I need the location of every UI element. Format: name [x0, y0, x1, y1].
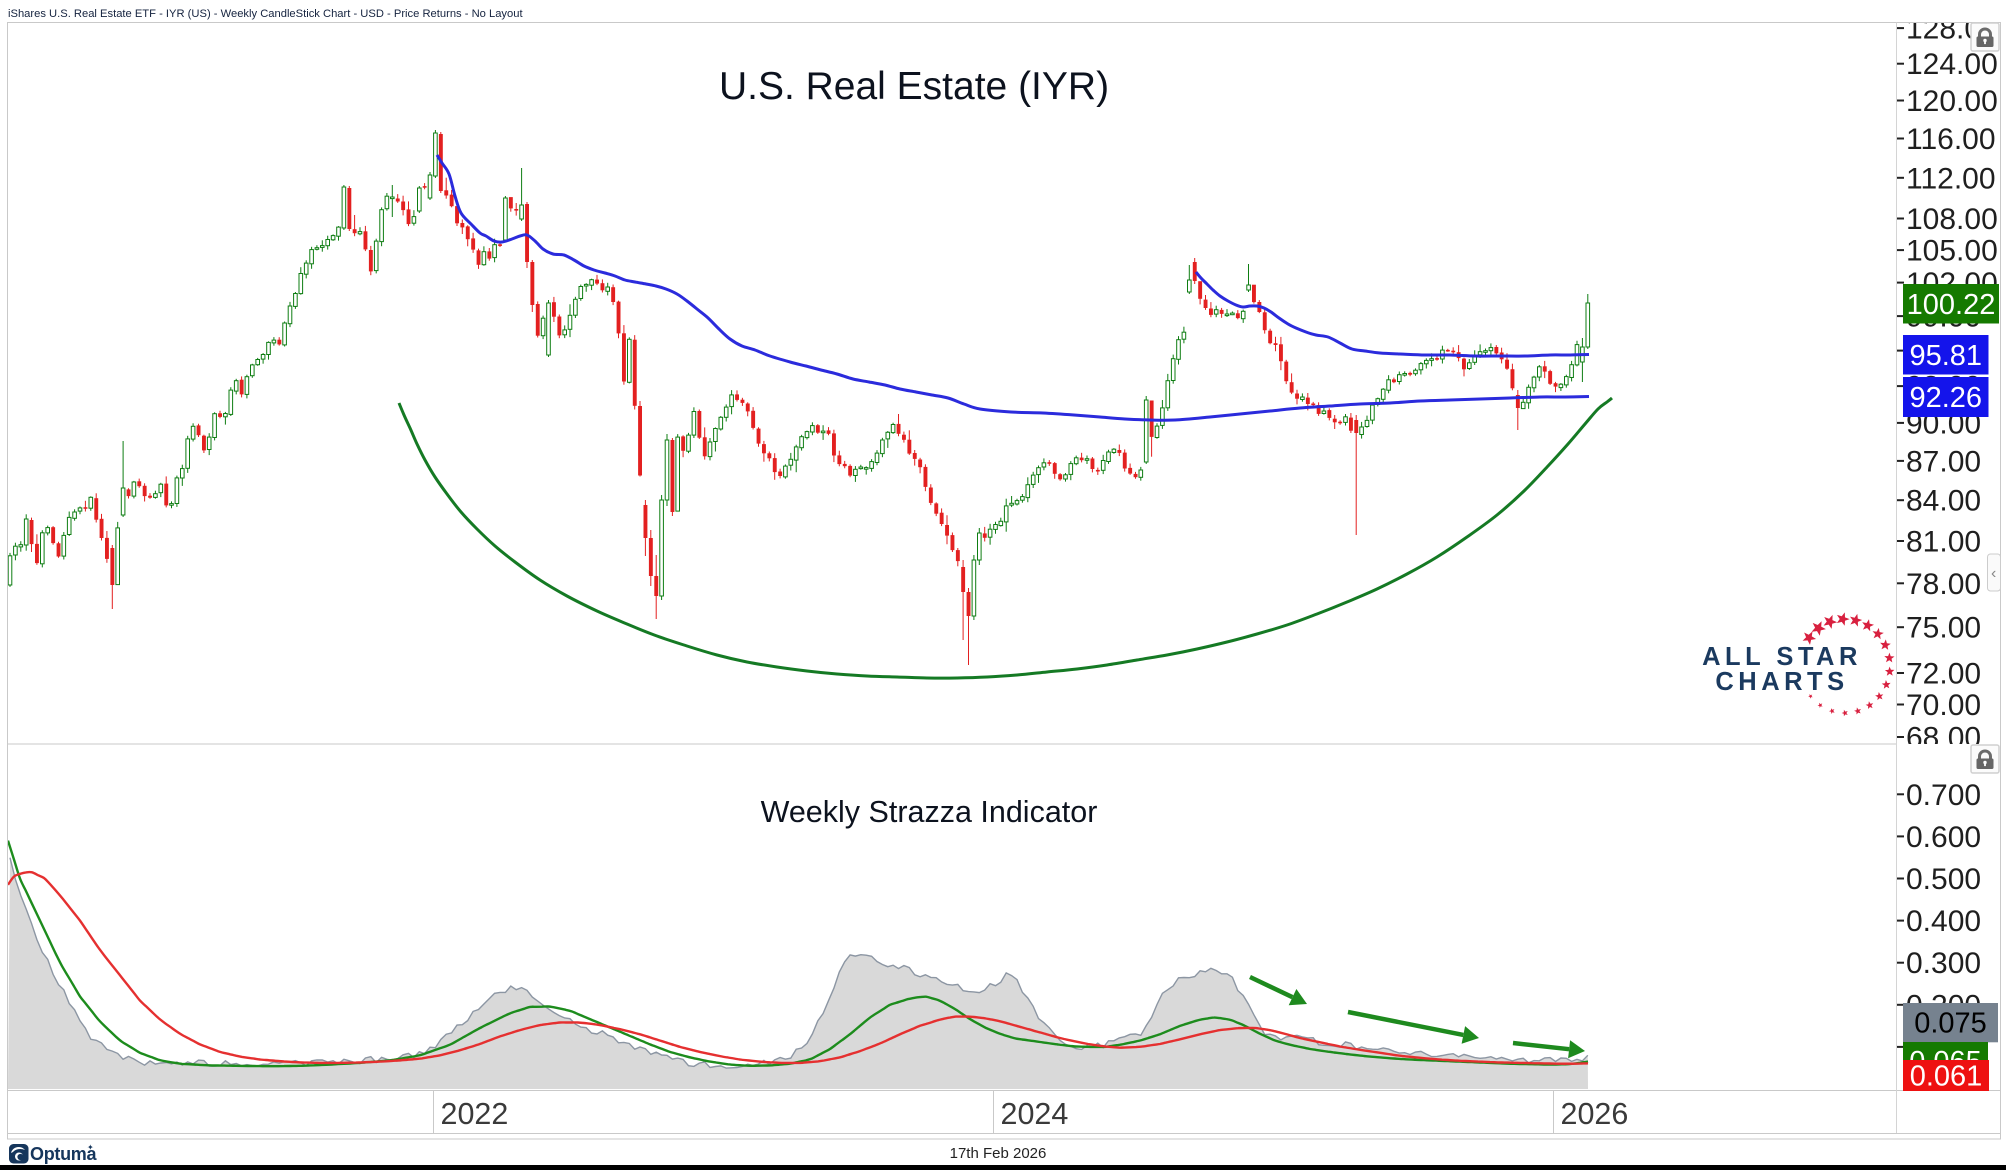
- svg-text:95.81: 95.81: [1909, 340, 1982, 372]
- svg-text:CHARTS: CHARTS: [1715, 668, 1848, 696]
- svg-text:0.600: 0.600: [1906, 821, 1981, 854]
- svg-text:84.00: 84.00: [1906, 485, 1981, 518]
- svg-text:108.00: 108.00: [1906, 203, 1998, 236]
- svg-text:0.400: 0.400: [1906, 905, 1981, 938]
- svg-text:92.26: 92.26: [1909, 382, 1982, 414]
- svg-text:0.075: 0.075: [1914, 1008, 1987, 1040]
- svg-text:U.S. Real Estate (IYR): U.S. Real Estate (IYR): [719, 65, 1109, 108]
- svg-text:ALL STAR: ALL STAR: [1702, 643, 1862, 671]
- svg-text:120.00: 120.00: [1906, 85, 1998, 118]
- svg-text:✦: ✦: [87, 1143, 94, 1152]
- svg-text:116.00: 116.00: [1906, 123, 1996, 156]
- svg-text:75.00: 75.00: [1906, 612, 1981, 645]
- svg-text:81.00: 81.00: [1906, 526, 1981, 559]
- svg-text:72.00: 72.00: [1906, 658, 1981, 691]
- svg-text:Optuma: Optuma: [30, 1144, 97, 1164]
- svg-text:17th Feb 2026: 17th Feb 2026: [950, 1145, 1047, 1162]
- svg-text:Weekly Strazza Indicator: Weekly Strazza Indicator: [761, 795, 1098, 829]
- svg-text:0.700: 0.700: [1906, 779, 1981, 812]
- svg-text:70.00: 70.00: [1906, 689, 1981, 722]
- svg-text:iShares U.S. Real Estate ETF -: iShares U.S. Real Estate ETF - IYR (US) …: [8, 8, 523, 20]
- svg-text:78.00: 78.00: [1906, 568, 1981, 601]
- svg-text:100.22: 100.22: [1907, 289, 1996, 321]
- svg-text:‹: ‹: [1991, 565, 1996, 582]
- svg-text:112.00: 112.00: [1906, 162, 1996, 195]
- svg-text:68.00: 68.00: [1906, 722, 1981, 755]
- svg-text:0.300: 0.300: [1906, 947, 1981, 980]
- svg-text:124.00: 124.00: [1906, 48, 1998, 81]
- svg-text:87.00: 87.00: [1906, 445, 1981, 478]
- svg-text:2022: 2022: [441, 1097, 509, 1131]
- svg-text:0.061: 0.061: [1910, 1061, 1983, 1093]
- svg-text:2026: 2026: [1561, 1097, 1629, 1131]
- svg-text:105.00: 105.00: [1906, 235, 1998, 268]
- svg-text:0.500: 0.500: [1906, 863, 1981, 896]
- svg-text:2024: 2024: [1001, 1097, 1069, 1131]
